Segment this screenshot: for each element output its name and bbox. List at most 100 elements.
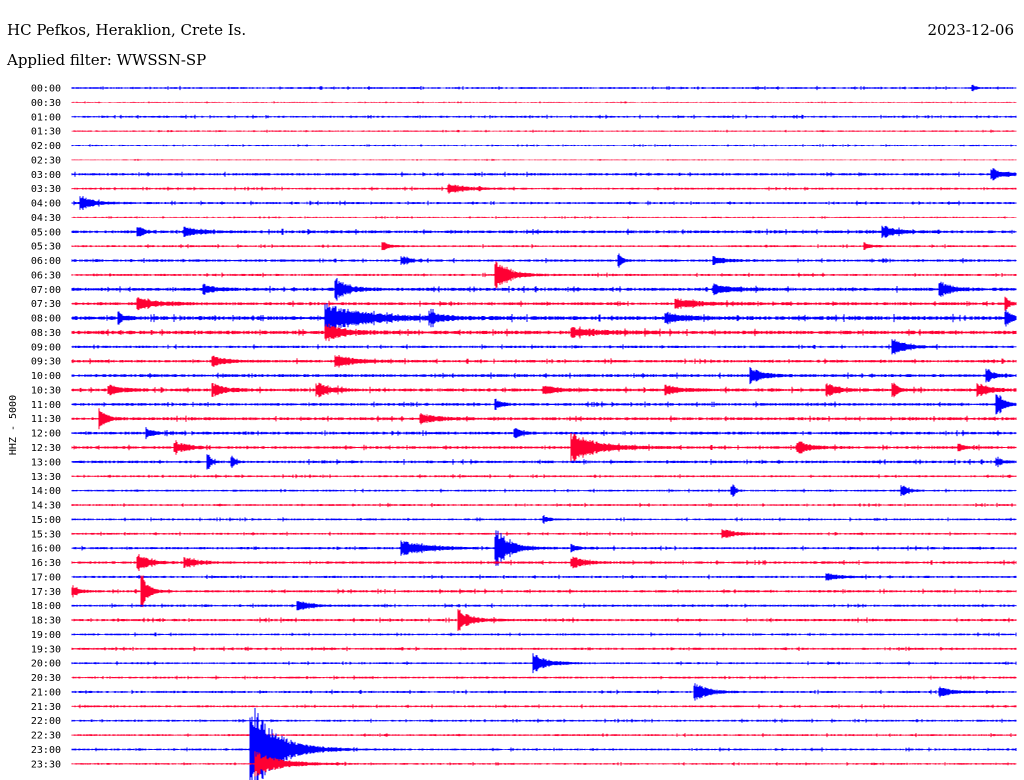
station-title: HC Pefkos, Heraklion, Crete Is.: [7, 21, 247, 39]
seismic-trace: [71, 427, 1017, 440]
row-time-label: 20:30: [31, 673, 61, 684]
seismic-trace: [71, 114, 1017, 119]
row-time-label: 17:00: [31, 572, 61, 583]
row-time-label: 16:30: [31, 558, 61, 569]
row-time-label: 05:00: [31, 227, 61, 238]
row-time-label: 06:30: [31, 270, 61, 281]
seismic-trace: [71, 707, 1017, 780]
row-time-label: 19:30: [31, 644, 61, 655]
seismic-trace: [71, 225, 1017, 238]
seismic-trace: [71, 168, 1017, 181]
row-time-label: 11:30: [31, 414, 61, 425]
seismic-trace: [71, 704, 1017, 709]
channel-label: HHZ - 5000: [8, 395, 19, 455]
seismic-trace: [71, 515, 1017, 524]
row-time-label: 18:30: [31, 616, 61, 627]
row-time-label: 07:30: [31, 299, 61, 310]
row-time-label: 04:00: [31, 199, 61, 210]
seismic-trace: [71, 502, 1017, 508]
seismic-trace: [71, 242, 1017, 251]
row-time-label: 07:00: [31, 285, 61, 296]
seismic-trace: [71, 646, 1017, 652]
seismic-trace: [71, 216, 1017, 219]
seismic-trace: [71, 158, 1017, 161]
seismic-trace: [71, 394, 1017, 415]
filter-label: Applied filter: WWSSN-SP: [7, 51, 207, 69]
row-time-label: 21:00: [31, 687, 61, 698]
row-time-label: 09:30: [31, 357, 61, 368]
seismic-trace: [71, 675, 1017, 680]
seismic-trace: [71, 367, 1017, 385]
seismic-trace: [71, 529, 1017, 539]
row-time-label: 08:30: [31, 328, 61, 339]
seismic-trace: [71, 474, 1017, 479]
seismic-trace: [71, 573, 1017, 581]
seismic-trace: [71, 601, 1017, 611]
row-time-label: 15:00: [31, 515, 61, 526]
seismic-trace: [71, 253, 1017, 268]
row-time-label: 21:30: [31, 702, 61, 713]
seismic-trace: [71, 101, 1017, 104]
row-time-label: 22:30: [31, 731, 61, 742]
seismic-trace: [71, 575, 1017, 608]
row-time-label: 15:30: [31, 529, 61, 540]
seismic-trace: [71, 183, 1017, 194]
row-time-label: 03:00: [31, 170, 61, 181]
row-time-label: 10:30: [31, 385, 61, 396]
row-time-label: 00:30: [31, 98, 61, 109]
seismic-trace: [71, 408, 1017, 430]
seismic-trace: [71, 323, 1017, 342]
row-time-label: 08:00: [31, 314, 61, 325]
seismic-trace: [71, 196, 1017, 210]
row-time-label: 03:30: [31, 184, 61, 195]
seismic-trace: [71, 84, 1017, 92]
seismic-trace: [71, 530, 1017, 566]
row-time-label: 13:00: [31, 457, 61, 468]
row-time-label: 14:00: [31, 486, 61, 497]
seismic-trace: [71, 296, 1017, 311]
row-time-label: 06:00: [31, 256, 61, 267]
row-time-label: 12:30: [31, 443, 61, 454]
row-time-label: 05:30: [31, 242, 61, 253]
plot-date: 2023-12-06: [927, 21, 1014, 39]
seismic-trace: [71, 144, 1017, 147]
seismic-trace: [71, 632, 1017, 637]
row-time-label: 12:00: [31, 429, 61, 440]
seismic-trace: [71, 733, 1017, 738]
seismic-trace: [71, 433, 1017, 462]
seismic-trace: [71, 339, 1017, 355]
seismic-trace: [71, 554, 1017, 571]
row-time-label: 18:00: [31, 601, 61, 612]
seismic-trace: [71, 718, 1017, 723]
row-time-label: 02:30: [31, 155, 61, 166]
row-time-label: 23:00: [31, 745, 61, 756]
row-time-label: 23:30: [31, 759, 61, 770]
row-time-label: 01:00: [31, 112, 61, 123]
seismic-trace: [71, 303, 1017, 333]
seismic-trace: [71, 382, 1017, 398]
row-time-label: 11:00: [31, 400, 61, 411]
row-time-label: 04:30: [31, 213, 61, 224]
row-time-label: 16:00: [31, 544, 61, 555]
row-time-label: 20:00: [31, 659, 61, 670]
row-time-label: 22:00: [31, 716, 61, 727]
seismic-trace: [71, 653, 1017, 674]
row-time-label: 13:30: [31, 472, 61, 483]
row-time-label: 09:00: [31, 342, 61, 353]
seismic-trace: [71, 355, 1017, 368]
row-time-label: 17:30: [31, 587, 61, 598]
seismic-trace: [71, 261, 1017, 289]
row-time-label: 01:30: [31, 127, 61, 138]
seismic-trace: [71, 454, 1017, 470]
seismic-trace: [71, 129, 1017, 133]
seismic-trace: [71, 609, 1017, 631]
seismic-trace: [71, 683, 1017, 701]
row-time-label: 10:00: [31, 371, 61, 382]
seismic-trace: [71, 484, 1017, 497]
row-time-label: 02:00: [31, 141, 61, 152]
row-time-label: 19:00: [31, 630, 61, 641]
seismic-trace: [71, 751, 1017, 777]
row-time-label: 00:00: [31, 84, 61, 95]
seismic-trace: [71, 278, 1017, 301]
